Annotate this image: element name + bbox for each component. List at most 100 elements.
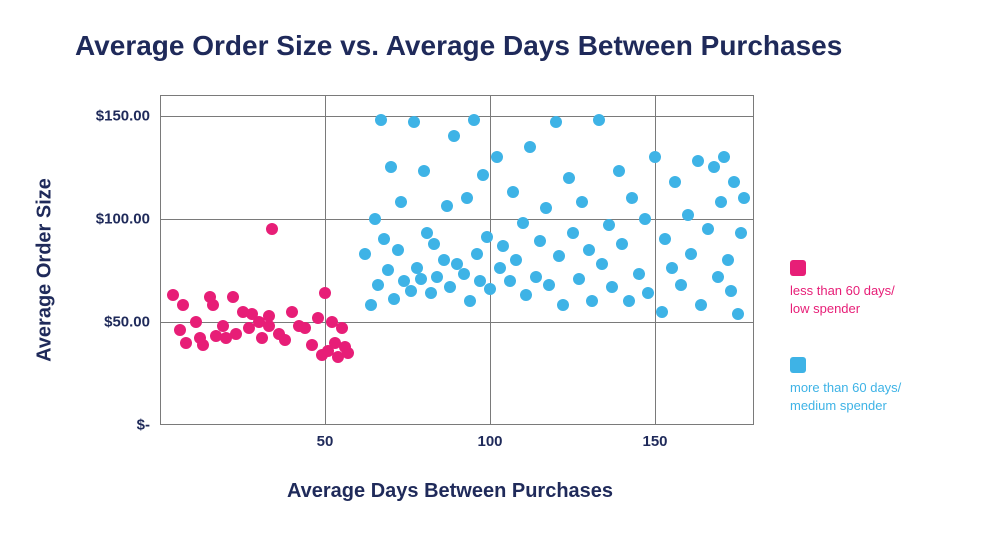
data-point (477, 169, 489, 181)
data-point (649, 151, 661, 163)
data-point (623, 295, 635, 307)
data-point (633, 268, 645, 280)
data-point (174, 324, 186, 336)
data-point (438, 254, 450, 266)
data-point (481, 231, 493, 243)
chart-title: Average Order Size vs. Average Days Betw… (75, 30, 842, 62)
data-point (375, 114, 387, 126)
data-point (593, 114, 605, 126)
data-point (425, 287, 437, 299)
data-point (286, 306, 298, 318)
data-point (504, 275, 516, 287)
y-axis-label: Average Order Size (34, 178, 57, 362)
data-point (517, 217, 529, 229)
y-tick-label: $150.00 (96, 107, 150, 124)
data-point (359, 248, 371, 260)
data-point (312, 312, 324, 324)
data-point (378, 233, 390, 245)
data-point (458, 268, 470, 280)
data-point (484, 283, 496, 295)
data-point (669, 176, 681, 188)
data-point (666, 262, 678, 274)
legend-swatch (790, 260, 806, 276)
legend-label-line: low spender (790, 300, 970, 318)
data-point (656, 306, 668, 318)
legend-label-line: medium spender (790, 397, 970, 415)
data-point (471, 248, 483, 260)
data-point (712, 271, 724, 283)
legend-item: more than 60 days/medium spender (790, 357, 970, 414)
data-point (217, 320, 229, 332)
data-point (497, 240, 509, 252)
legend: less than 60 days/low spender more than 6… (790, 260, 970, 454)
data-point (695, 299, 707, 311)
data-point (586, 295, 598, 307)
data-point (227, 291, 239, 303)
gridline-h (160, 116, 754, 117)
legend-swatch (790, 357, 806, 373)
data-point (408, 116, 420, 128)
data-point (405, 285, 417, 297)
data-point (659, 233, 671, 245)
x-tick-label: 100 (477, 433, 502, 450)
data-point (468, 114, 480, 126)
data-point (230, 328, 242, 340)
legend-label-line: less than 60 days/ (790, 282, 970, 300)
data-point (207, 299, 219, 311)
data-point (461, 192, 473, 204)
data-point (197, 339, 209, 351)
data-point (491, 151, 503, 163)
data-point (279, 334, 291, 346)
data-point (336, 322, 348, 334)
data-point (725, 285, 737, 297)
data-point (369, 213, 381, 225)
data-point (738, 192, 750, 204)
legend-item: less than 60 days/low spender (790, 260, 970, 317)
data-point (507, 186, 519, 198)
data-point (428, 238, 440, 250)
data-point (392, 244, 404, 256)
data-point (534, 235, 546, 247)
data-point (613, 165, 625, 177)
data-point (573, 273, 585, 285)
data-point (342, 347, 354, 359)
data-point (256, 332, 268, 344)
x-tick-label: 150 (642, 433, 667, 450)
data-point (606, 281, 618, 293)
data-point (388, 293, 400, 305)
data-point (626, 192, 638, 204)
data-point (718, 151, 730, 163)
data-point (385, 161, 397, 173)
data-point (306, 339, 318, 351)
data-point (177, 299, 189, 311)
data-point (266, 223, 278, 235)
data-point (464, 295, 476, 307)
data-point (167, 289, 179, 301)
data-point (702, 223, 714, 235)
data-point (685, 248, 697, 260)
data-point (520, 289, 532, 301)
legend-label: less than 60 days/low spender (790, 282, 970, 317)
data-point (563, 172, 575, 184)
data-point (372, 279, 384, 291)
gridline-v (325, 95, 326, 425)
x-axis-label: Average Days Between Purchases (287, 480, 613, 503)
data-point (550, 116, 562, 128)
data-point (675, 279, 687, 291)
data-point (567, 227, 579, 239)
legend-label-line: more than 60 days/ (790, 379, 970, 397)
y-tick-label: $- (137, 417, 150, 434)
y-tick-label: $50.00 (104, 313, 150, 330)
legend-label: more than 60 days/medium spender (790, 379, 970, 414)
data-point (444, 281, 456, 293)
data-point (553, 250, 565, 262)
data-point (735, 227, 747, 239)
data-point (692, 155, 704, 167)
gridline-v (490, 95, 491, 425)
data-point (596, 258, 608, 270)
data-point (415, 273, 427, 285)
data-point (365, 299, 377, 311)
data-point (732, 308, 744, 320)
data-point (530, 271, 542, 283)
data-point (299, 322, 311, 334)
